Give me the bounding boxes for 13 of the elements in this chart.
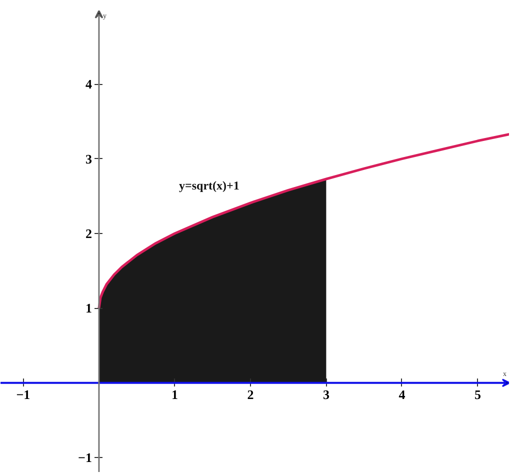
y-tick-label: 3 xyxy=(85,151,92,166)
y-tick-label: −1 xyxy=(78,450,92,466)
x-tick-label: −1 xyxy=(16,386,30,402)
y-tick-label: 2 xyxy=(85,226,92,242)
line-series xyxy=(98,132,509,310)
x-tick-label: 2 xyxy=(247,386,254,402)
x-tick-label: 5 xyxy=(474,386,482,402)
x-tick-label: 4 xyxy=(398,386,406,402)
y-tick-label: 1 xyxy=(85,300,92,316)
x-tick-label: 1 xyxy=(171,386,178,402)
y-tick-label: 4 xyxy=(85,76,92,92)
x-tick-label: 3 xyxy=(322,386,330,402)
series-label: y=sqrt(x)+1 xyxy=(179,178,240,193)
